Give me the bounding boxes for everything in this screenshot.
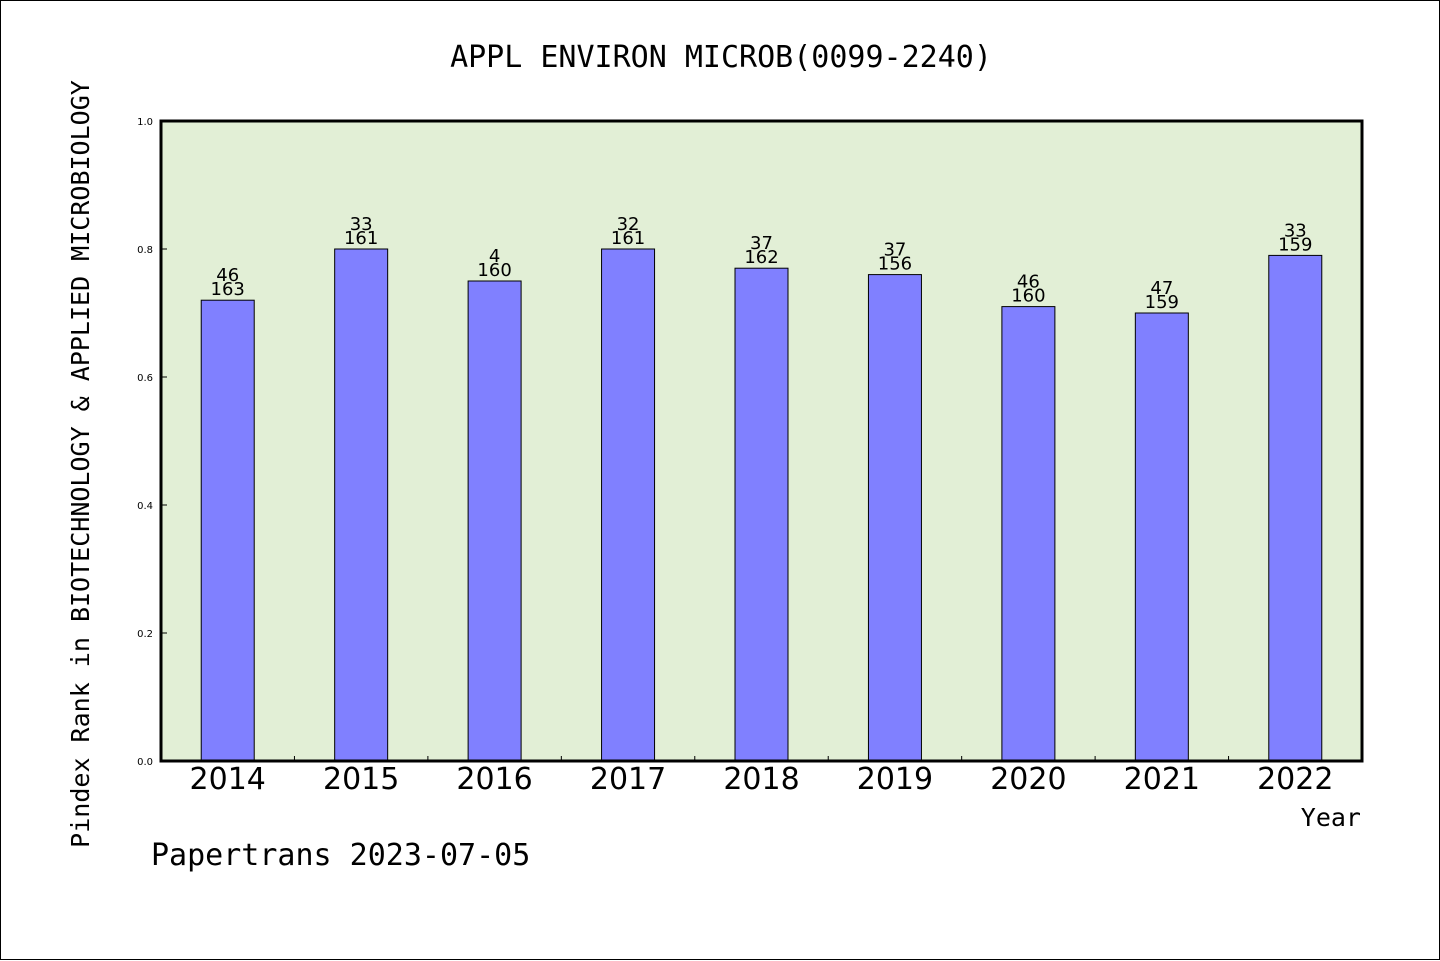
bar-rank-label-2021: 47 bbox=[1150, 278, 1173, 299]
x-tick-label-2019: 2019 bbox=[857, 762, 933, 797]
bar-2015 bbox=[334, 248, 389, 762]
bar-2018 bbox=[734, 267, 789, 762]
bar-2022 bbox=[1268, 254, 1323, 762]
y-tick-label-1.0: 1.0 bbox=[137, 117, 153, 128]
bar-total-label-2022: 159 bbox=[1278, 234, 1312, 255]
bar-2019 bbox=[867, 274, 922, 762]
bar-total-label-2019: 156 bbox=[878, 254, 912, 275]
bar-2020 bbox=[1001, 306, 1056, 762]
bar-series bbox=[200, 248, 1323, 762]
y-tick-label-0.4: 0.4 bbox=[137, 501, 153, 512]
bar-rank-label-2018: 37 bbox=[750, 233, 773, 254]
x-tick-label-2021: 2021 bbox=[1124, 762, 1200, 797]
bar-2016 bbox=[467, 280, 522, 762]
plot-border bbox=[159, 119, 1364, 763]
y-tick-label-0.2: 0.2 bbox=[137, 629, 153, 640]
chart-title: APPL ENVIRON MICROB(0099-2240) bbox=[450, 40, 992, 75]
bar-rank-label-2014: 46 bbox=[216, 265, 239, 286]
footer-credit: Papertrans 2023-07-05 bbox=[151, 838, 530, 873]
bar-rank-label-2020: 46 bbox=[1017, 272, 1040, 293]
x-tick-label-2015: 2015 bbox=[323, 762, 399, 797]
bar-rank-label-2017: 32 bbox=[617, 214, 640, 235]
bar-rank-label-2019: 37 bbox=[883, 240, 906, 261]
x-tick-label-2020: 2020 bbox=[990, 762, 1066, 797]
x-axis-ticks: 2014 2015 2016 2017 2018 2019 2020 2021 2022 bbox=[190, 756, 1333, 797]
x-tick-label-2017: 2017 bbox=[590, 762, 666, 797]
y-tick-label-0.8: 0.8 bbox=[137, 245, 153, 256]
bar-2017 bbox=[601, 248, 656, 762]
bar-rank-label-2015: 33 bbox=[350, 214, 373, 235]
y-axis-label: Pindex Rank in BIOTECHNOLOGY & APPLIED M… bbox=[66, 80, 95, 848]
x-tick-label-2014: 2014 bbox=[190, 762, 266, 797]
bar-total-label-2017: 161 bbox=[611, 228, 645, 249]
bar-rank-label-2022: 33 bbox=[1284, 220, 1307, 241]
bar-total-label-2015: 161 bbox=[344, 228, 378, 249]
x-tick-label-2016: 2016 bbox=[456, 762, 532, 797]
bar-total-label-2021: 159 bbox=[1145, 292, 1179, 313]
bar-2014 bbox=[200, 299, 255, 762]
bar-2021 bbox=[1134, 312, 1189, 762]
x-tick-label-2018: 2018 bbox=[723, 762, 799, 797]
bar-total-label-2020: 160 bbox=[1011, 286, 1045, 307]
y-tick-label-0.6: 0.6 bbox=[137, 373, 153, 384]
x-axis-label: Year bbox=[1301, 803, 1361, 832]
y-tick-label-0.0: 0.0 bbox=[137, 757, 153, 768]
x-tick-label-2022: 2022 bbox=[1257, 762, 1333, 797]
bar-total-label-2014: 163 bbox=[211, 279, 245, 300]
bar-total-label-2016: 160 bbox=[477, 260, 511, 281]
bar-rank-label-2016: 4 bbox=[489, 246, 500, 267]
bar-total-label-2018: 162 bbox=[744, 247, 778, 268]
